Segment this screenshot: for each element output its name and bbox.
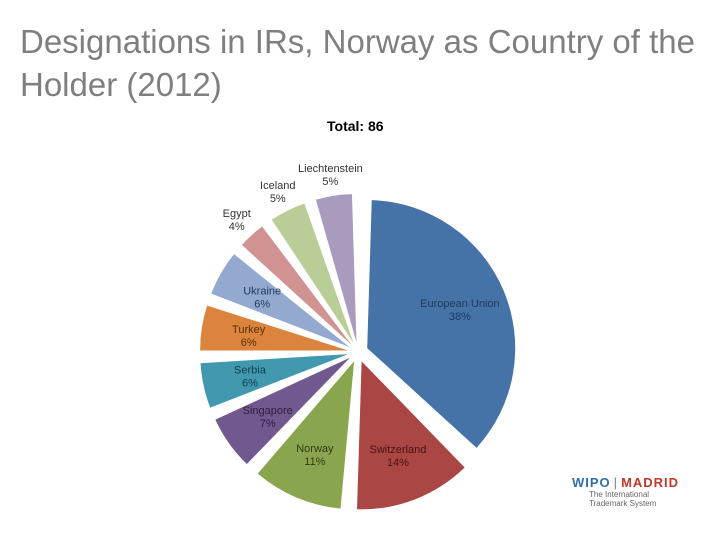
slice-name-label: Serbia xyxy=(234,365,267,377)
slice-percent-label: 7% xyxy=(260,418,276,430)
logo-wordmark: WIPO | MADRID xyxy=(572,476,679,490)
logo-subtitle-2: Trademark System xyxy=(589,499,657,508)
logo-subtitle-1: The International xyxy=(589,490,650,499)
slice-percent-label: 14% xyxy=(387,457,409,469)
pie-slices xyxy=(200,194,516,510)
total-label: Total: xyxy=(327,118,365,134)
pie-slice-0 xyxy=(367,200,516,448)
slice-name-label: Liechtenstein xyxy=(298,163,363,175)
slice-name-label: Singapore xyxy=(243,405,293,417)
slice-name-label: Norway xyxy=(296,443,334,455)
logo-wipo: WIPO xyxy=(572,475,611,490)
logo-separator: | xyxy=(613,475,619,490)
pie-slice-1 xyxy=(357,361,465,510)
pie-slice-6 xyxy=(211,254,350,347)
slice-name-label: European Union xyxy=(420,298,500,310)
chart-total: Total: 86 xyxy=(327,118,384,134)
slice-name-label: Switzerland xyxy=(370,444,427,456)
pie-slice-9 xyxy=(315,194,357,343)
slice-name-label: Ukraine xyxy=(243,286,281,298)
pie-slice-4 xyxy=(200,354,349,408)
slice-percent-label: 11% xyxy=(304,456,325,468)
slice-name-label: Turkey xyxy=(232,324,266,336)
pie-slice-2 xyxy=(257,361,355,509)
slide-title: Designations in IRs, Norway as Country o… xyxy=(20,23,695,103)
slice-percent-label: 6% xyxy=(254,299,270,311)
wipo-madrid-logo: WIPO | MADRID The International Trademark … xyxy=(572,476,679,509)
slice-percent-label: 5% xyxy=(322,176,338,188)
pie-slice-7 xyxy=(241,226,352,345)
logo-madrid: MADRID xyxy=(621,475,680,490)
slice-percent-label: 4% xyxy=(229,221,245,233)
slice-percent-label: 38% xyxy=(449,311,471,323)
pie-slice-3 xyxy=(215,357,350,465)
pie-slice-5 xyxy=(200,305,349,351)
pie-slice-8 xyxy=(271,203,354,344)
total-value: 86 xyxy=(367,118,384,134)
slice-name-label: Iceland xyxy=(260,180,295,192)
slice-name-label: Egypt xyxy=(223,208,251,220)
slice-percent-label: 6% xyxy=(241,337,257,349)
slice-percent-label: 6% xyxy=(242,378,258,390)
slice-percent-label: 5% xyxy=(270,193,286,205)
